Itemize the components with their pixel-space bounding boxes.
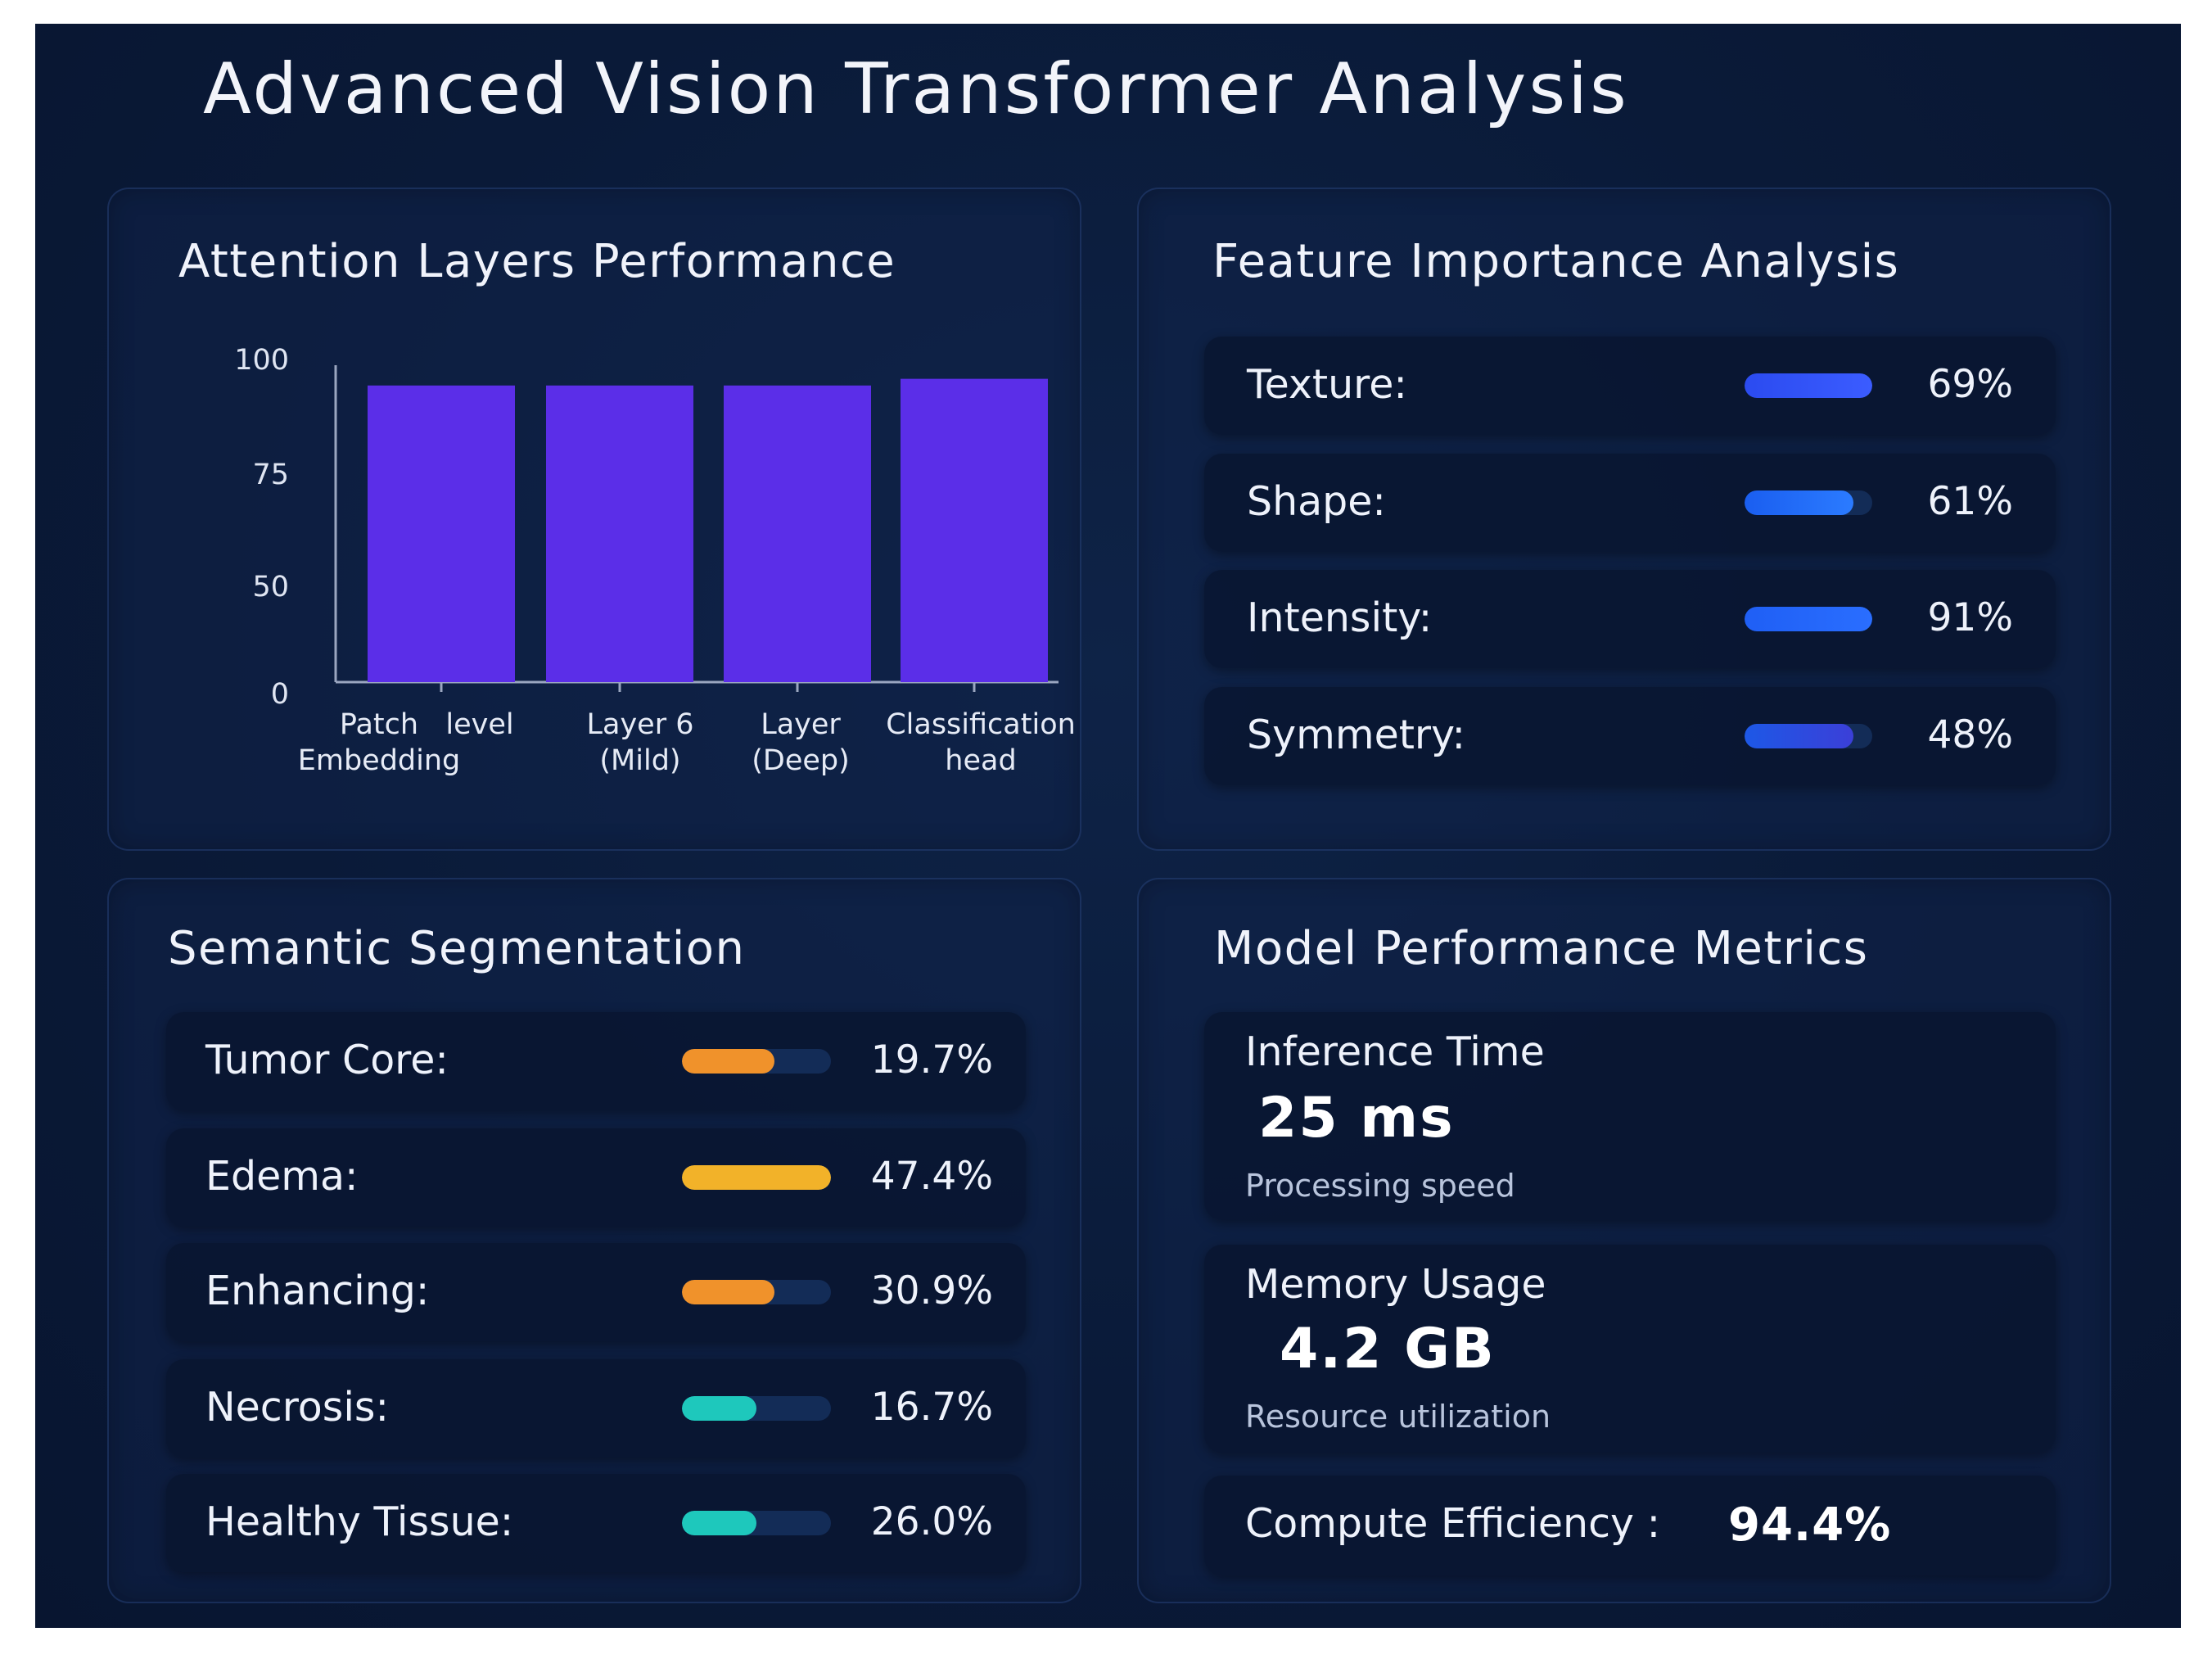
y-tick-label: 50 — [252, 571, 289, 603]
feature-bar — [1745, 724, 1872, 748]
metrics-panel-title: Model Performance Metrics — [1214, 922, 1869, 975]
segmentation-panel: Semantic Segmentation Tumor Core: 19.7% … — [107, 878, 1081, 1603]
x-category-label: head — [945, 744, 1016, 777]
segmentation-label: Edema: — [205, 1153, 359, 1200]
segmentation-bar-fill — [682, 1280, 774, 1304]
segmentation-bar — [682, 1280, 831, 1304]
memory-usage-subtitle: Resource utilization — [1245, 1399, 1551, 1435]
segmentation-bar — [682, 1396, 831, 1421]
metrics-panel: Model Performance Metrics Inference Time… — [1137, 878, 2111, 1603]
x-category-label: Embedding — [298, 744, 461, 777]
bar-layer-6-mild- — [546, 385, 693, 682]
feature-row: Symmetry: 48% — [1204, 687, 2056, 785]
feature-bar-fill — [1745, 373, 1872, 398]
inference-time-subtitle: Processing speed — [1245, 1168, 1515, 1204]
compute-efficiency-label: Compute Efficiency : — [1245, 1500, 1661, 1547]
segmentation-value: 26.0% — [870, 1499, 993, 1544]
y-tick-label: 0 — [271, 678, 289, 711]
segmentation-bar-fill — [682, 1511, 756, 1535]
memory-usage-card: Memory Usage 4.2 GB Resource utilization — [1204, 1245, 2056, 1453]
inference-time-value: 25 ms — [1258, 1086, 1455, 1150]
feature-value: 61% — [1927, 479, 2013, 524]
feature-bar-fill — [1745, 724, 1853, 748]
feature-bar-fill — [1745, 490, 1853, 515]
segmentation-row: Necrosis: 16.7% — [166, 1359, 1026, 1458]
segmentation-value: 19.7% — [870, 1037, 993, 1083]
segmentation-bar — [682, 1049, 831, 1074]
feature-bar — [1745, 373, 1872, 398]
segmentation-value: 47.4% — [870, 1154, 993, 1199]
x-category-label: Patch — [340, 708, 418, 741]
bar-patch-level-embedding — [368, 385, 515, 682]
feature-value: 48% — [1927, 712, 2013, 757]
feature-value: 69% — [1927, 362, 2013, 407]
y-tick-label: 100 — [234, 344, 289, 377]
segmentation-value: 16.7% — [870, 1385, 993, 1430]
segmentation-bar — [682, 1165, 831, 1190]
bar-layer-deep- — [724, 385, 871, 682]
segmentation-label: Necrosis: — [205, 1384, 389, 1431]
segmentation-bar-fill — [682, 1165, 831, 1190]
segmentation-row: Tumor Core: 19.7% — [166, 1012, 1026, 1110]
y-tick-label: 75 — [252, 459, 289, 491]
x-category-label: level — [445, 708, 513, 741]
segmentation-bar-fill — [682, 1049, 774, 1074]
segmentation-row: Edema: 47.4% — [166, 1128, 1026, 1227]
segmentation-bar-fill — [682, 1396, 756, 1421]
feature-panel: Feature Importance Analysis Texture: 69%… — [1137, 188, 2111, 851]
feature-label: Intensity: — [1247, 594, 1433, 641]
segmentation-panel-title: Semantic Segmentation — [168, 922, 746, 975]
inference-time-card: Inference Time 25 ms Processing speed — [1204, 1012, 2056, 1220]
attention-panel: Attention Layers Performance 100 75 50 0 Pa… — [107, 188, 1081, 851]
feature-bar — [1745, 607, 1872, 631]
x-category-label: (Mild) — [599, 744, 680, 777]
feature-row: Intensity: 91% — [1204, 570, 2056, 668]
feature-row: Texture: 69% — [1204, 337, 2056, 435]
x-category-label: Layer 6 — [587, 708, 694, 741]
inference-time-title: Inference Time — [1245, 1028, 1545, 1075]
memory-usage-title: Memory Usage — [1245, 1261, 1546, 1308]
feature-bar-fill — [1745, 607, 1872, 631]
feature-panel-title: Feature Importance Analysis — [1212, 235, 1900, 288]
bar-classification-head — [901, 378, 1048, 682]
attention-panel-title: Attention Layers Performance — [178, 235, 896, 288]
memory-usage-value: 4.2 GB — [1280, 1317, 1496, 1381]
segmentation-bar — [682, 1511, 831, 1535]
feature-label: Texture: — [1247, 361, 1407, 408]
page-title: Advanced Vision Transformer Analysis — [203, 48, 1629, 130]
x-category-label: Layer — [761, 708, 841, 741]
x-category-label: (Deep) — [752, 744, 850, 777]
segmentation-value: 30.9% — [870, 1268, 993, 1313]
feature-bar — [1745, 490, 1872, 515]
compute-efficiency-value: 94.4% — [1728, 1498, 1892, 1552]
segmentation-label: Healthy Tissue: — [205, 1498, 514, 1545]
feature-label: Symmetry: — [1247, 712, 1466, 758]
segmentation-row: Healthy Tissue: 26.0% — [166, 1474, 1026, 1572]
compute-efficiency-card: Compute Efficiency : 94.4% — [1204, 1476, 2056, 1575]
segmentation-label: Enhancing: — [205, 1268, 430, 1314]
feature-value: 91% — [1927, 595, 2013, 640]
x-category-label: Classification — [886, 708, 1076, 741]
segmentation-label: Tumor Core: — [205, 1037, 449, 1083]
segmentation-row: Enhancing: 30.9% — [166, 1243, 1026, 1341]
dashboard-frame: Advanced Vision Transformer Analysis Att… — [35, 24, 2181, 1628]
feature-label: Shape: — [1247, 478, 1386, 525]
feature-row: Shape: 61% — [1204, 454, 2056, 552]
